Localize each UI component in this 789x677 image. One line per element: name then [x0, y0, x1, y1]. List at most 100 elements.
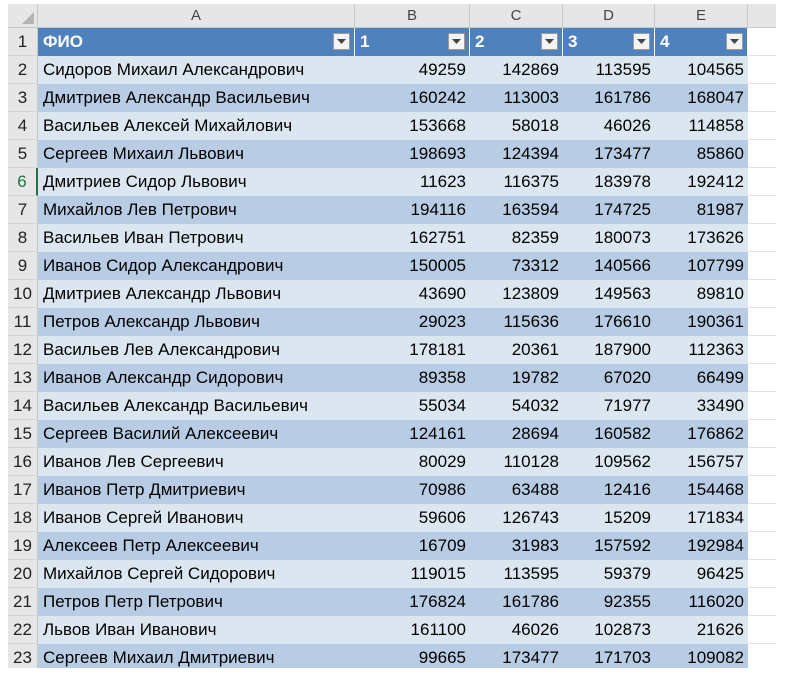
row-header[interactable]: 10: [8, 280, 38, 308]
value-cell[interactable]: 194116: [355, 196, 470, 224]
value-cell[interactable]: 113595: [563, 56, 655, 84]
value-cell[interactable]: 31983: [470, 532, 563, 560]
row-header[interactable]: 15: [8, 420, 38, 448]
value-cell[interactable]: 171703: [563, 644, 655, 668]
value-cell[interactable]: 107799: [655, 252, 748, 280]
row-header[interactable]: 12: [8, 336, 38, 364]
row-header[interactable]: 6: [8, 168, 38, 196]
value-cell[interactable]: 80029: [355, 448, 470, 476]
value-cell[interactable]: 178181: [355, 336, 470, 364]
name-cell[interactable]: Петров Александр Львович: [38, 308, 355, 336]
row-header[interactable]: 7: [8, 196, 38, 224]
row-header[interactable]: 23: [8, 644, 38, 668]
value-cell[interactable]: 82359: [470, 224, 563, 252]
table-header-cell[interactable]: 3: [563, 28, 655, 56]
name-cell[interactable]: Иванов Петр Дмитриевич: [38, 476, 355, 504]
value-cell[interactable]: 163594: [470, 196, 563, 224]
value-cell[interactable]: 63488: [470, 476, 563, 504]
empty-cell[interactable]: [748, 336, 776, 364]
value-cell[interactable]: 46026: [470, 616, 563, 644]
name-cell[interactable]: Иванов Сергей Иванович: [38, 504, 355, 532]
value-cell[interactable]: 29023: [355, 308, 470, 336]
value-cell[interactable]: 156757: [655, 448, 748, 476]
empty-cell[interactable]: [748, 28, 776, 56]
row-header[interactable]: 8: [8, 224, 38, 252]
name-cell[interactable]: Васильев Иван Петрович: [38, 224, 355, 252]
value-cell[interactable]: 180073: [563, 224, 655, 252]
value-cell[interactable]: 123809: [470, 280, 563, 308]
value-cell[interactable]: 16709: [355, 532, 470, 560]
row-header[interactable]: 17: [8, 476, 38, 504]
empty-cell[interactable]: [748, 140, 776, 168]
name-cell[interactable]: Сергеев Михаил Львович: [38, 140, 355, 168]
table-header-cell[interactable]: 4: [655, 28, 748, 56]
value-cell[interactable]: 142869: [470, 56, 563, 84]
value-cell[interactable]: 168047: [655, 84, 748, 112]
empty-cell[interactable]: [748, 392, 776, 420]
value-cell[interactable]: 59606: [355, 504, 470, 532]
value-cell[interactable]: 157592: [563, 532, 655, 560]
name-cell[interactable]: Сергеев Василий Алексеевич: [38, 420, 355, 448]
value-cell[interactable]: 124161: [355, 420, 470, 448]
empty-cell[interactable]: [748, 504, 776, 532]
filter-dropdown-button[interactable]: [726, 33, 743, 50]
empty-cell[interactable]: [748, 532, 776, 560]
column-header-d[interactable]: D: [563, 4, 655, 28]
value-cell[interactable]: 161786: [470, 588, 563, 616]
value-cell[interactable]: 110128: [470, 448, 563, 476]
value-cell[interactable]: 192412: [655, 168, 748, 196]
value-cell[interactable]: 58018: [470, 112, 563, 140]
row-header[interactable]: 2: [8, 56, 38, 84]
filter-dropdown-button[interactable]: [448, 33, 465, 50]
name-cell[interactable]: Михайлов Сергей Сидорович: [38, 560, 355, 588]
value-cell[interactable]: 173477: [563, 140, 655, 168]
value-cell[interactable]: 116375: [470, 168, 563, 196]
empty-cell[interactable]: [748, 588, 776, 616]
column-header-b[interactable]: B: [355, 4, 470, 28]
value-cell[interactable]: 161786: [563, 84, 655, 112]
value-cell[interactable]: 70986: [355, 476, 470, 504]
table-header-cell[interactable]: ФИО: [38, 28, 355, 56]
value-cell[interactable]: 85860: [655, 140, 748, 168]
row-header[interactable]: 19: [8, 532, 38, 560]
row-header[interactable]: 11: [8, 308, 38, 336]
name-cell[interactable]: Михайлов Лев Петрович: [38, 196, 355, 224]
filter-dropdown-button[interactable]: [333, 33, 350, 50]
value-cell[interactable]: 99665: [355, 644, 470, 668]
row-header[interactable]: 21: [8, 588, 38, 616]
empty-cell[interactable]: [748, 112, 776, 140]
value-cell[interactable]: 104565: [655, 56, 748, 84]
value-cell[interactable]: 198693: [355, 140, 470, 168]
column-header-e[interactable]: E: [655, 4, 748, 28]
value-cell[interactable]: 114858: [655, 112, 748, 140]
empty-cell[interactable]: [748, 280, 776, 308]
name-cell[interactable]: Львов Иван Иванович: [38, 616, 355, 644]
select-all-button[interactable]: [8, 4, 38, 28]
empty-cell[interactable]: [748, 196, 776, 224]
value-cell[interactable]: 21626: [655, 616, 748, 644]
row-header[interactable]: 5: [8, 140, 38, 168]
row-header[interactable]: 13: [8, 364, 38, 392]
value-cell[interactable]: 92355: [563, 588, 655, 616]
value-cell[interactable]: 174725: [563, 196, 655, 224]
value-cell[interactable]: 49259: [355, 56, 470, 84]
value-cell[interactable]: 81987: [655, 196, 748, 224]
value-cell[interactable]: 176824: [355, 588, 470, 616]
name-cell[interactable]: Васильев Лев Александрович: [38, 336, 355, 364]
value-cell[interactable]: 55034: [355, 392, 470, 420]
name-cell[interactable]: Иванов Сидор Александрович: [38, 252, 355, 280]
column-header-c[interactable]: C: [470, 4, 563, 28]
value-cell[interactable]: 12416: [563, 476, 655, 504]
row-header[interactable]: 18: [8, 504, 38, 532]
empty-cell[interactable]: [748, 364, 776, 392]
value-cell[interactable]: 66499: [655, 364, 748, 392]
value-cell[interactable]: 173477: [470, 644, 563, 668]
empty-cell[interactable]: [748, 308, 776, 336]
value-cell[interactable]: 176610: [563, 308, 655, 336]
row-header-1[interactable]: 1: [8, 28, 38, 56]
value-cell[interactable]: 33490: [655, 392, 748, 420]
column-header-empty[interactable]: [748, 4, 776, 28]
value-cell[interactable]: 73312: [470, 252, 563, 280]
value-cell[interactable]: 89810: [655, 280, 748, 308]
value-cell[interactable]: 116020: [655, 588, 748, 616]
